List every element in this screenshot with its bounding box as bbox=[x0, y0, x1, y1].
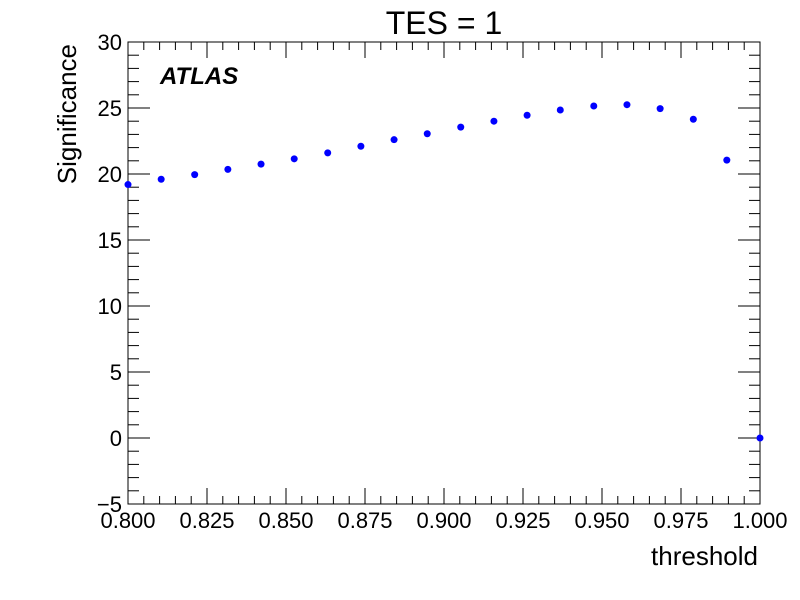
axis-ticks bbox=[127, 41, 761, 505]
data-point bbox=[124, 181, 132, 189]
data-point bbox=[756, 434, 764, 442]
data-points bbox=[124, 101, 764, 442]
data-point bbox=[423, 130, 431, 138]
x-tick-label: 0.975 bbox=[653, 508, 708, 533]
x-tick-label: 1.000 bbox=[732, 508, 787, 533]
x-tick-label: 0.950 bbox=[574, 508, 629, 533]
y-tick-label: 15 bbox=[98, 228, 122, 253]
data-point bbox=[723, 156, 731, 164]
y-tick-label: 5 bbox=[110, 360, 122, 385]
y-tick-label: −5 bbox=[97, 492, 122, 517]
data-point bbox=[556, 106, 564, 114]
data-point bbox=[523, 111, 531, 119]
y-tick-label: 20 bbox=[98, 162, 122, 187]
x-tick-label: 0.925 bbox=[495, 508, 550, 533]
y-tick-label: 10 bbox=[98, 294, 122, 319]
data-point bbox=[290, 155, 298, 163]
data-point bbox=[390, 136, 398, 144]
y-axis-label: Significance bbox=[52, 44, 82, 184]
x-tick-label: 0.875 bbox=[337, 508, 392, 533]
x-tick-label: 0.825 bbox=[179, 508, 234, 533]
data-point bbox=[224, 165, 232, 173]
y-tick-label: 25 bbox=[98, 96, 122, 121]
data-point bbox=[324, 149, 332, 157]
data-point bbox=[656, 105, 664, 113]
data-point bbox=[157, 175, 165, 183]
data-point bbox=[457, 123, 465, 131]
atlas-label: ATLAS bbox=[159, 63, 238, 90]
tick-labels: 0.800 0.825 0.850 0.875 0.900 0.925 0.950 0.975… bbox=[97, 30, 788, 533]
x-axis-label: threshold bbox=[651, 541, 758, 571]
data-point bbox=[490, 117, 498, 125]
data-point bbox=[623, 101, 631, 109]
y-tick-label: 30 bbox=[98, 30, 122, 55]
data-point bbox=[191, 171, 199, 179]
x-tick-label: 0.850 bbox=[258, 508, 313, 533]
data-point bbox=[257, 160, 265, 168]
data-point bbox=[357, 142, 365, 150]
data-point bbox=[689, 115, 697, 123]
x-tick-label: 0.800 bbox=[100, 508, 155, 533]
chart-title: TES = 1 bbox=[386, 5, 503, 41]
y-tick-label: 0 bbox=[110, 426, 122, 451]
x-tick-label: 0.900 bbox=[416, 508, 471, 533]
data-point bbox=[590, 102, 598, 110]
